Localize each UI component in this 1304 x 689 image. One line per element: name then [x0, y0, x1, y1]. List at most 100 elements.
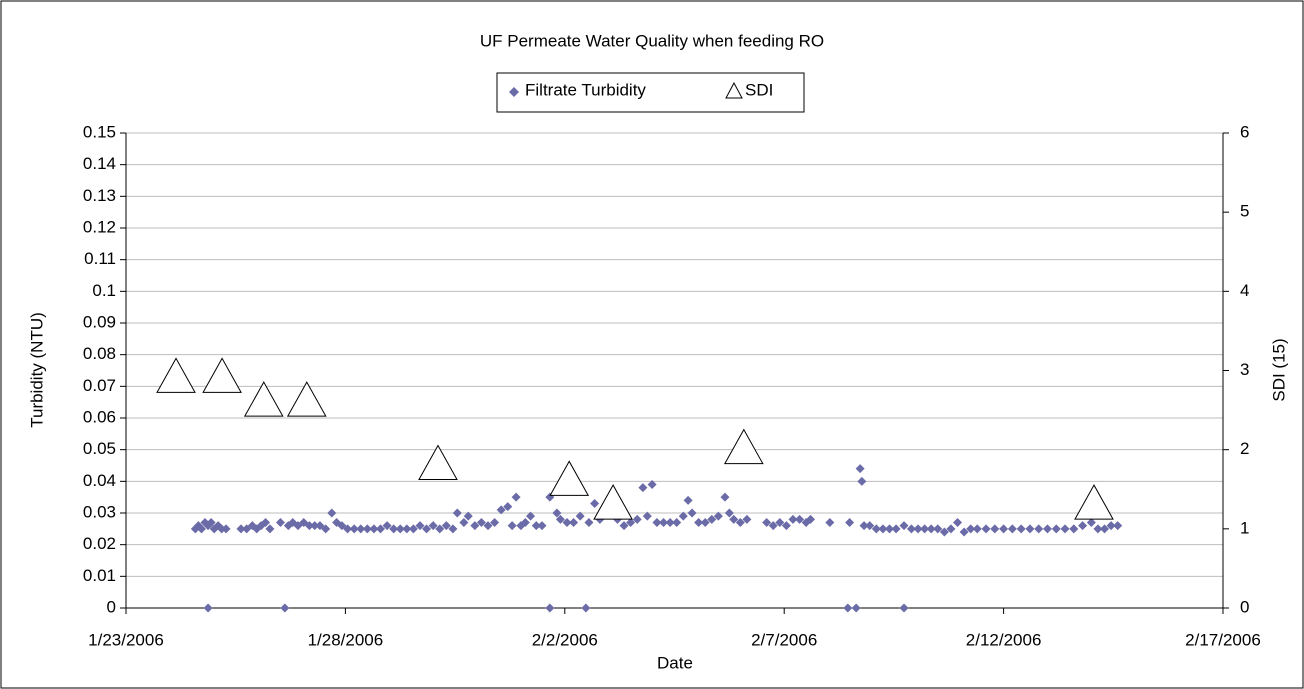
data-point [642, 511, 652, 521]
data-point [1078, 521, 1088, 531]
y-tick-label: 0.12 [83, 217, 116, 236]
data-point [781, 521, 791, 531]
data-point [1093, 524, 1103, 534]
data-point [707, 514, 717, 524]
y-tick-label: 0.02 [83, 534, 116, 553]
data-point [362, 524, 372, 534]
data-point [906, 524, 916, 534]
legend-marker [725, 81, 743, 99]
y-tick-label: 0.11 [84, 249, 116, 268]
data-point [700, 518, 710, 527]
data-point [343, 524, 353, 534]
data-point [723, 428, 764, 465]
y-tick-label: 0.03 [83, 502, 116, 521]
data-point [806, 514, 816, 524]
data-point [981, 524, 991, 534]
data-point [672, 518, 682, 527]
data-point [382, 521, 392, 531]
data-point [735, 518, 745, 527]
data-point [470, 521, 480, 531]
data-point [376, 524, 386, 534]
data-point [526, 511, 536, 521]
data-point [236, 524, 246, 534]
data-point [724, 508, 734, 518]
y-tick-label: 0.1 [92, 281, 116, 300]
legend-label: SDI [745, 80, 773, 99]
data-point [999, 524, 1009, 534]
y-axis-label: Turbidity (NTU) [27, 312, 46, 428]
data-point [555, 514, 565, 524]
data-point [638, 483, 648, 493]
data-point [490, 518, 500, 527]
y2-tick-label: 6 [1240, 122, 1249, 141]
y-tick-label: 0.14 [83, 154, 116, 173]
data-point [1069, 524, 1079, 534]
data-point [356, 524, 366, 534]
data-point [520, 518, 530, 527]
data-point [206, 518, 216, 527]
data-point [899, 521, 909, 531]
data-point [552, 508, 562, 518]
data-point [280, 603, 290, 613]
data-point [795, 514, 805, 524]
data-point [221, 524, 231, 534]
y-tick-label: 0.06 [83, 407, 116, 426]
data-point [321, 524, 331, 534]
data-point [687, 508, 697, 518]
data-point [891, 524, 901, 534]
data-point [678, 511, 688, 521]
data-point [310, 521, 320, 531]
data-point [953, 518, 963, 527]
data-point [966, 524, 976, 534]
y2-tick-label: 2 [1240, 439, 1249, 458]
data-point [1007, 524, 1017, 534]
data-point [590, 499, 600, 508]
data-point [415, 521, 425, 531]
data-point [885, 524, 895, 534]
x-axis-label: Date [657, 653, 693, 672]
data-point [562, 518, 572, 527]
y2-tick-label: 4 [1240, 281, 1249, 300]
data-point [511, 492, 521, 502]
data-point [775, 518, 785, 527]
data-point [203, 603, 213, 613]
data-point [369, 524, 379, 534]
x-tick-label: 2/2/2006 [532, 630, 598, 649]
data-point [584, 518, 594, 527]
data-point [261, 518, 271, 527]
data-point [503, 502, 513, 512]
data-point [720, 492, 730, 502]
data-point [990, 524, 1000, 534]
data-point [496, 505, 506, 515]
data-point [1086, 518, 1096, 527]
data-point [865, 521, 875, 531]
data-point [202, 357, 242, 393]
data-point [845, 518, 855, 527]
data-point [762, 518, 772, 527]
data-point [286, 381, 327, 417]
data-point [243, 381, 284, 417]
data-point [843, 603, 853, 613]
y-tick-label: 0.13 [83, 186, 116, 205]
data-point [448, 524, 458, 534]
data-point [1042, 524, 1052, 534]
data-point [459, 518, 469, 527]
data-point [545, 603, 555, 613]
y2-tick-label: 0 [1240, 597, 1249, 616]
legend-box [496, 72, 805, 113]
data-point [694, 518, 704, 527]
data-point [483, 521, 493, 531]
data-point [156, 357, 196, 393]
data-point [531, 521, 541, 531]
data-point [652, 518, 662, 527]
data-point [452, 508, 462, 518]
y2-tick-label: 3 [1240, 360, 1249, 379]
data-point [418, 444, 458, 480]
data-point [659, 518, 669, 527]
data-point [265, 524, 275, 534]
data-point [626, 518, 636, 527]
data-point [933, 524, 943, 534]
x-tick-label: 1/28/2006 [308, 630, 384, 649]
data-point [476, 518, 486, 527]
